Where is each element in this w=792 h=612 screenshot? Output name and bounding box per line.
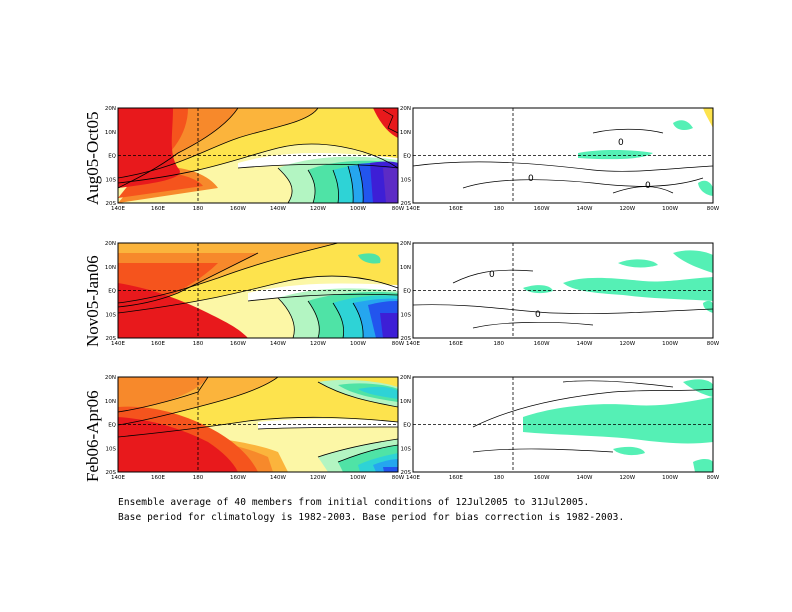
lon-tick-label: 140E [406,475,420,481]
lon-tick-label: 160W [230,341,246,347]
lat-tick-label: EQ [403,154,411,160]
lat-tick-label: 10N [400,265,411,271]
lon-tick-label: 120W [310,475,326,481]
lon-tick-label: 120W [619,206,635,212]
contour-label: 0 [618,138,624,148]
lon-tick-label: 140W [576,475,592,481]
anomaly-map-row1: 0 0 0 [412,107,714,204]
lon-tick-label: 180 [493,341,504,347]
lon-tick-label: 160W [230,206,246,212]
lat-tick-label: 20N [105,106,116,112]
lon-tick-label: 140E [406,206,420,212]
lat-tick-label: EQ [108,154,116,160]
contour-label: 0 [489,270,495,280]
lon-tick-label: 80W [707,206,720,212]
row-label-aug05-oct05: Aug05-Oct05 [83,112,102,205]
lat-tick-label: 20S [106,201,117,207]
lon-tick-label: 160W [534,341,550,347]
lon-tick-label: 100W [350,341,366,347]
lat-tick-label: 20N [400,241,411,247]
lon-tick-label: 140E [111,341,125,347]
lon-tick-label: 120W [619,341,635,347]
lat-tick-label: 10N [105,399,116,405]
row-label-nov05-jan06: Nov05-Jan06 [83,255,102,347]
sst-map-row3 [117,376,399,473]
lon-tick-label: 140W [270,341,286,347]
lon-tick-label: 100W [350,475,366,481]
lat-tick-label: 10S [401,177,412,183]
lat-tick-label: 20N [400,106,411,112]
lon-tick-label: 160E [449,475,463,481]
lon-tick-label: 100W [350,206,366,212]
lat-tick-label: 20S [401,201,412,207]
lon-tick-label: 160E [449,341,463,347]
lon-tick-label: 140W [576,206,592,212]
lat-tick-label: 10S [106,446,117,452]
lon-tick-label: 140E [111,206,125,212]
lon-tick-label: 180 [493,475,504,481]
contour-label: 0 [535,310,541,320]
axis-labels: 140E 160E 180 160W 140W 120W 100W 80W 20N 10N EQ 10… [105,106,720,481]
lon-tick-label: 180 [193,341,204,347]
lat-tick-label: 10S [106,177,117,183]
lon-tick-label: 180 [193,206,204,212]
contour-label: 0 [645,181,651,191]
lat-tick-label: EQ [108,423,116,429]
lat-tick-label: 10N [400,130,411,136]
lat-tick-label: 20S [401,336,412,342]
sst-map-row1 [117,107,399,204]
lon-tick-label: 160E [151,475,165,481]
lat-tick-label: EQ [403,289,411,295]
footnote-line-2: Base period for climatology is 1982-2003… [118,512,625,523]
lon-tick-label: 140W [270,475,286,481]
lat-tick-label: 20N [400,375,411,381]
lat-tick-label: 20S [401,470,412,476]
lon-tick-label: 100W [662,341,678,347]
lat-tick-label: EQ [108,289,116,295]
lon-tick-label: 140E [406,341,420,347]
lon-tick-label: 160E [151,341,165,347]
lat-tick-label: 10S [401,446,412,452]
lon-tick-label: 80W [392,206,405,212]
lat-tick-label: 20N [105,375,116,381]
lat-tick-label: 10N [400,399,411,405]
lon-tick-label: 120W [310,341,326,347]
lon-tick-label: 160W [230,475,246,481]
anomaly-map-row3 [412,376,714,473]
lon-tick-label: 160W [534,475,550,481]
lon-tick-label: 180 [193,475,204,481]
lon-tick-label: 140E [111,475,125,481]
lon-tick-label: 120W [310,206,326,212]
sst-map-row2 [117,242,399,339]
footnote-line-1: Ensemble average of 40 members from init… [118,497,590,508]
lat-tick-label: 10N [105,130,116,136]
lon-tick-label: 140W [270,206,286,212]
lat-tick-label: 10S [106,312,117,318]
lon-tick-label: 80W [392,341,405,347]
lon-tick-label: 120W [619,475,635,481]
lat-tick-label: 10S [401,312,412,318]
lon-tick-label: 100W [662,475,678,481]
lat-tick-label: 20N [105,241,116,247]
lon-tick-label: 80W [392,475,405,481]
contour-label: 0 [528,174,534,184]
lon-tick-label: 100W [662,206,678,212]
lat-tick-label: 10N [105,265,116,271]
lat-tick-label: 20S [106,336,117,342]
lon-tick-label: 160W [534,206,550,212]
lon-tick-label: 180 [493,206,504,212]
lat-tick-label: EQ [403,423,411,429]
lon-tick-label: 80W [707,475,720,481]
row-label-feb06-apr06: Feb06-Apr06 [83,390,102,482]
anomaly-map-row2: 0 0 [412,242,714,339]
lon-tick-label: 160E [449,206,463,212]
lon-tick-label: 80W [707,341,720,347]
lon-tick-label: 160E [151,206,165,212]
lat-tick-label: 20S [106,470,117,476]
lon-tick-label: 140W [576,341,592,347]
